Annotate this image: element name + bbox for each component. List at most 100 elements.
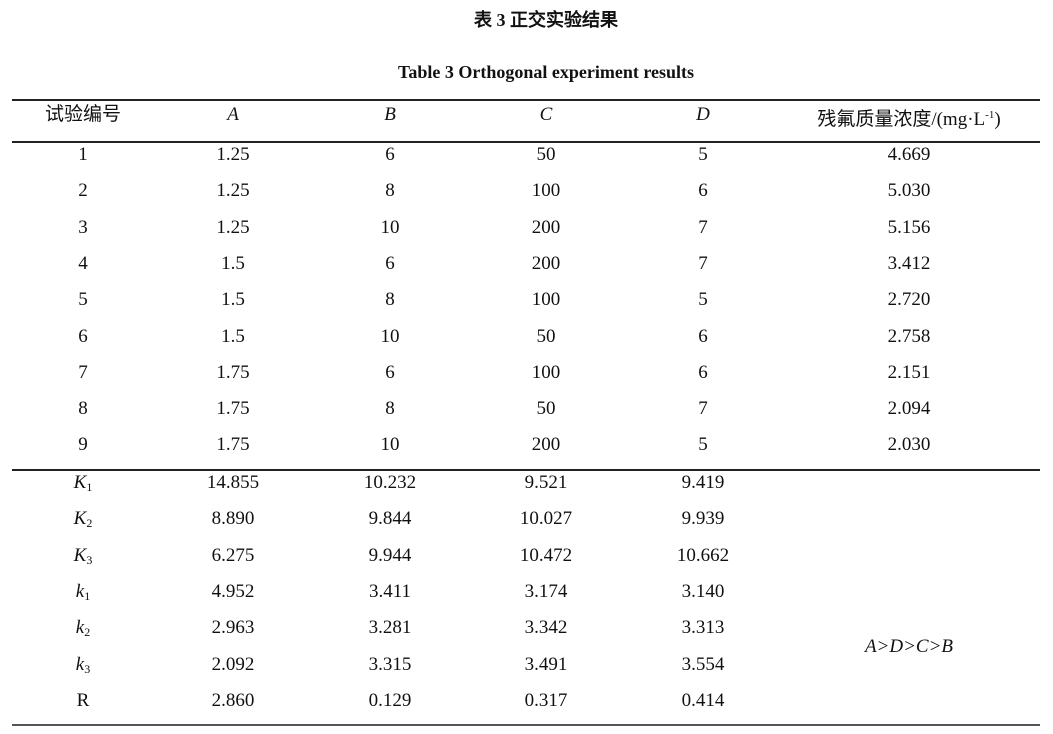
- table-cell: 6: [385, 252, 395, 274]
- stats-label: K3: [0, 544, 173, 572]
- stats-label: k3: [0, 653, 173, 681]
- table-cell: 2.758: [887, 325, 931, 347]
- stats-cell: 2.963: [211, 617, 255, 639]
- stats-label-subscript: 3: [86, 552, 93, 567]
- table-cell: 50: [536, 144, 556, 165]
- header-residual-fluorine: 残氟质量浓度/(mg·L-1): [789, 103, 1029, 132]
- stats-cell: 10.027: [519, 508, 573, 530]
- stats-cell: 9.844: [368, 508, 412, 530]
- stats-label-letter: k: [75, 653, 85, 675]
- table-title-english: Table 3 Orthogonal experiment results: [398, 62, 694, 82]
- stats-label-subscript: 2: [86, 516, 93, 531]
- table-cell: 1.75: [216, 361, 250, 383]
- table-cell: 5.156: [887, 216, 931, 238]
- table-title-chinese: 表 3 正交实验结果: [474, 10, 618, 30]
- table-cell: 2.151: [887, 361, 931, 383]
- table-cell: 100: [531, 361, 561, 383]
- trial-number: 8: [78, 398, 88, 420]
- stats-cell: 9.939: [681, 508, 725, 530]
- table-cell: 7: [698, 398, 708, 420]
- table-cell: 8: [385, 289, 395, 311]
- trial-number: 6: [78, 325, 88, 347]
- stats-label-letter: K: [73, 508, 87, 530]
- trial-number: 9: [78, 434, 88, 456]
- header-factor-b: B: [384, 104, 396, 125]
- stats-cell: 0.317: [524, 689, 568, 711]
- header-factor-d: D: [696, 104, 710, 125]
- header-factor-a: A: [227, 104, 239, 125]
- stats-cell: 9.419: [681, 472, 725, 493]
- table-cell: 200: [531, 252, 561, 274]
- stats-cell: 3.491: [524, 653, 568, 675]
- table-cell: 10: [380, 325, 400, 347]
- trial-number: 1: [78, 144, 88, 165]
- table-cell: 10: [380, 434, 400, 456]
- stats-cell: 6.275: [211, 544, 255, 566]
- table-cell: 8: [385, 180, 395, 202]
- trial-number: 7: [78, 361, 88, 383]
- table-cell: 200: [531, 434, 561, 456]
- table-cell: 5: [698, 144, 708, 165]
- table-cell: 5: [698, 434, 708, 456]
- table-cell: 100: [531, 180, 561, 202]
- table-cell: 100: [531, 289, 561, 311]
- table-cell: 2.030: [887, 434, 931, 456]
- stats-label-letter: k: [75, 580, 85, 602]
- table-cell: 200: [531, 216, 561, 238]
- stats-cell: 3.411: [368, 580, 412, 602]
- top-rule: [12, 99, 1040, 101]
- stats-cell: 3.342: [524, 617, 568, 639]
- header-result-main: 残氟质量浓度/(mg·L: [817, 109, 986, 130]
- stats-label-subscript: 3: [84, 661, 91, 676]
- stats-cell: 9.521: [524, 472, 568, 493]
- table-cell: 1.75: [216, 434, 250, 456]
- trial-number: 4: [78, 252, 88, 274]
- table-cell: 1.5: [221, 252, 245, 274]
- table-cell: 1.75: [216, 398, 250, 420]
- table-cell: 6: [698, 180, 708, 202]
- table-cell: 5: [698, 289, 708, 311]
- trial-number: 5: [78, 289, 88, 311]
- header-result-sup: -1: [985, 109, 995, 121]
- table-cell: 4.669: [887, 144, 931, 165]
- table-cell: 1.5: [221, 289, 245, 311]
- header-rule: [12, 141, 1040, 143]
- trial-number: 2: [78, 180, 88, 202]
- table-cell: 1.25: [216, 144, 250, 165]
- stats-cell: 14.855: [206, 472, 260, 493]
- stats-label-letter: k: [75, 617, 85, 639]
- stats-cell: 8.890: [211, 508, 255, 530]
- table-cell: 6: [698, 361, 708, 383]
- table-cell: 8: [385, 398, 395, 420]
- table-cell: 5.030: [887, 180, 931, 202]
- stats-label: k2: [0, 616, 173, 644]
- factor-ranking: A>D>C>B: [864, 636, 954, 657]
- table-cell: 2.094: [887, 398, 931, 420]
- table-cell: 6: [698, 325, 708, 347]
- stats-cell: 4.952: [211, 580, 255, 602]
- table-cell: 2.720: [887, 289, 931, 311]
- stats-cell: 3.140: [681, 580, 725, 602]
- stats-cell: 9.944: [368, 544, 412, 566]
- stats-cell: 3.174: [524, 580, 568, 602]
- stats-cell: 0.129: [368, 689, 412, 711]
- table-cell: 1.25: [216, 180, 250, 202]
- stats-cell: 0.414: [681, 689, 725, 711]
- table-cell: 10: [380, 216, 400, 238]
- stats-label: K2: [0, 507, 173, 535]
- stats-rule: [12, 469, 1040, 471]
- stats-label-letter: K: [73, 472, 87, 493]
- stats-label: k1: [0, 580, 173, 608]
- table-cell: 6: [385, 361, 395, 383]
- stats-cell: 10.662: [676, 544, 730, 566]
- table-cell: 50: [536, 398, 556, 420]
- stats-cell: 10.472: [519, 544, 573, 566]
- stats-cell: 2.860: [211, 689, 255, 711]
- stats-label: R: [0, 689, 173, 717]
- stats-cell: 2.092: [211, 653, 255, 675]
- stats-cell: 10.232: [363, 472, 417, 493]
- stats-label-subscript: 1: [84, 588, 91, 603]
- stats-label: K1: [0, 471, 173, 499]
- table-cell: 6: [385, 144, 395, 165]
- table-cell: 3.412: [887, 252, 931, 274]
